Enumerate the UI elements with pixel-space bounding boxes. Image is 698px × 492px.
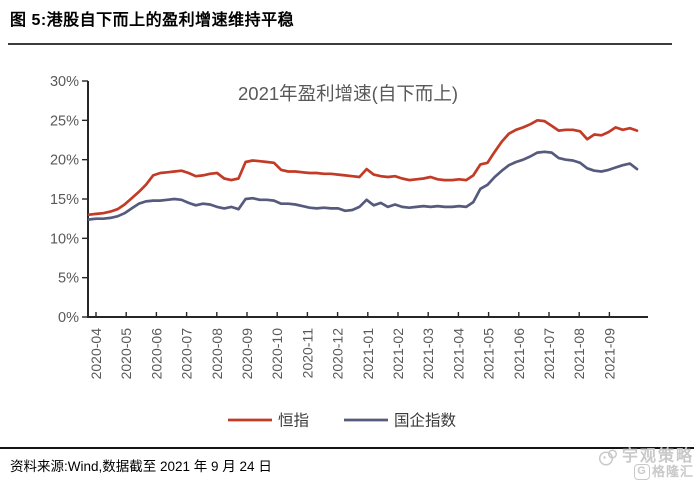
x-axis-label: 2020-07	[179, 328, 195, 380]
y-axis-label: 0%	[58, 310, 79, 326]
figure-title: 图 5:港股自下而上的盈利增速维持平稳	[10, 12, 295, 29]
legend-label-soe: 国企指数	[394, 412, 457, 430]
earnings-growth-line-chart: 2021年盈利增速(自下而上) 30% 25% 20% 15% 10% 5% 0% 2020-0…	[50, 74, 648, 430]
footer-divider	[0, 447, 694, 449]
watermark-brand: 宇观策略	[621, 447, 694, 465]
chart-title: 2021年盈利增速(自下而上)	[238, 83, 458, 104]
series-line-hsi	[87, 118, 639, 217]
watermark: 宇观策略 G 格隆汇	[598, 448, 694, 480]
y-axis-label: 10%	[50, 231, 79, 247]
x-axis-label: 2020-12	[330, 328, 346, 380]
x-axis-label: 2021-05	[481, 328, 497, 380]
x-axis-label: 2021-02	[390, 328, 406, 380]
x-axis-label: 2020-11	[299, 328, 315, 379]
x-axis-label: 2020-08	[209, 328, 225, 380]
x-axis-label: 2021-03	[420, 328, 436, 380]
y-axis-label: 15%	[50, 192, 79, 208]
x-axis-label: 2021-08	[571, 328, 587, 380]
panda-logo-icon	[598, 449, 618, 466]
x-axis-label: 2021-07	[541, 328, 557, 380]
x-axis-label: 2021-04	[450, 328, 466, 380]
y-axis-label: 30%	[50, 74, 79, 90]
x-axis-label: 2020-04	[88, 328, 104, 380]
y-axis-label: 5%	[58, 271, 79, 287]
x-axis-label: 2020-10	[269, 328, 285, 380]
x-axis-label: 2021-01	[360, 328, 376, 380]
y-axis-label: 25%	[50, 113, 79, 129]
watermark-platform: 格隆汇	[651, 464, 694, 480]
gelonghui-logo-icon: G	[633, 464, 650, 480]
y-axis-label: 20%	[50, 153, 79, 169]
x-axis-label: 2020-05	[118, 328, 134, 380]
title-divider	[8, 43, 672, 45]
legend-label-hsi: 恒指	[278, 412, 309, 430]
x-axis-label: 2021-09	[601, 328, 617, 380]
series-line-soe	[87, 150, 639, 221]
source-note: 资料来源:Wind,数据截至 2021 年 9 月 24 日	[10, 459, 272, 474]
x-axis-label: 2021-06	[511, 328, 527, 380]
x-axis-label: 2020-09	[239, 328, 255, 380]
x-axis-label: 2020-06	[148, 328, 164, 380]
